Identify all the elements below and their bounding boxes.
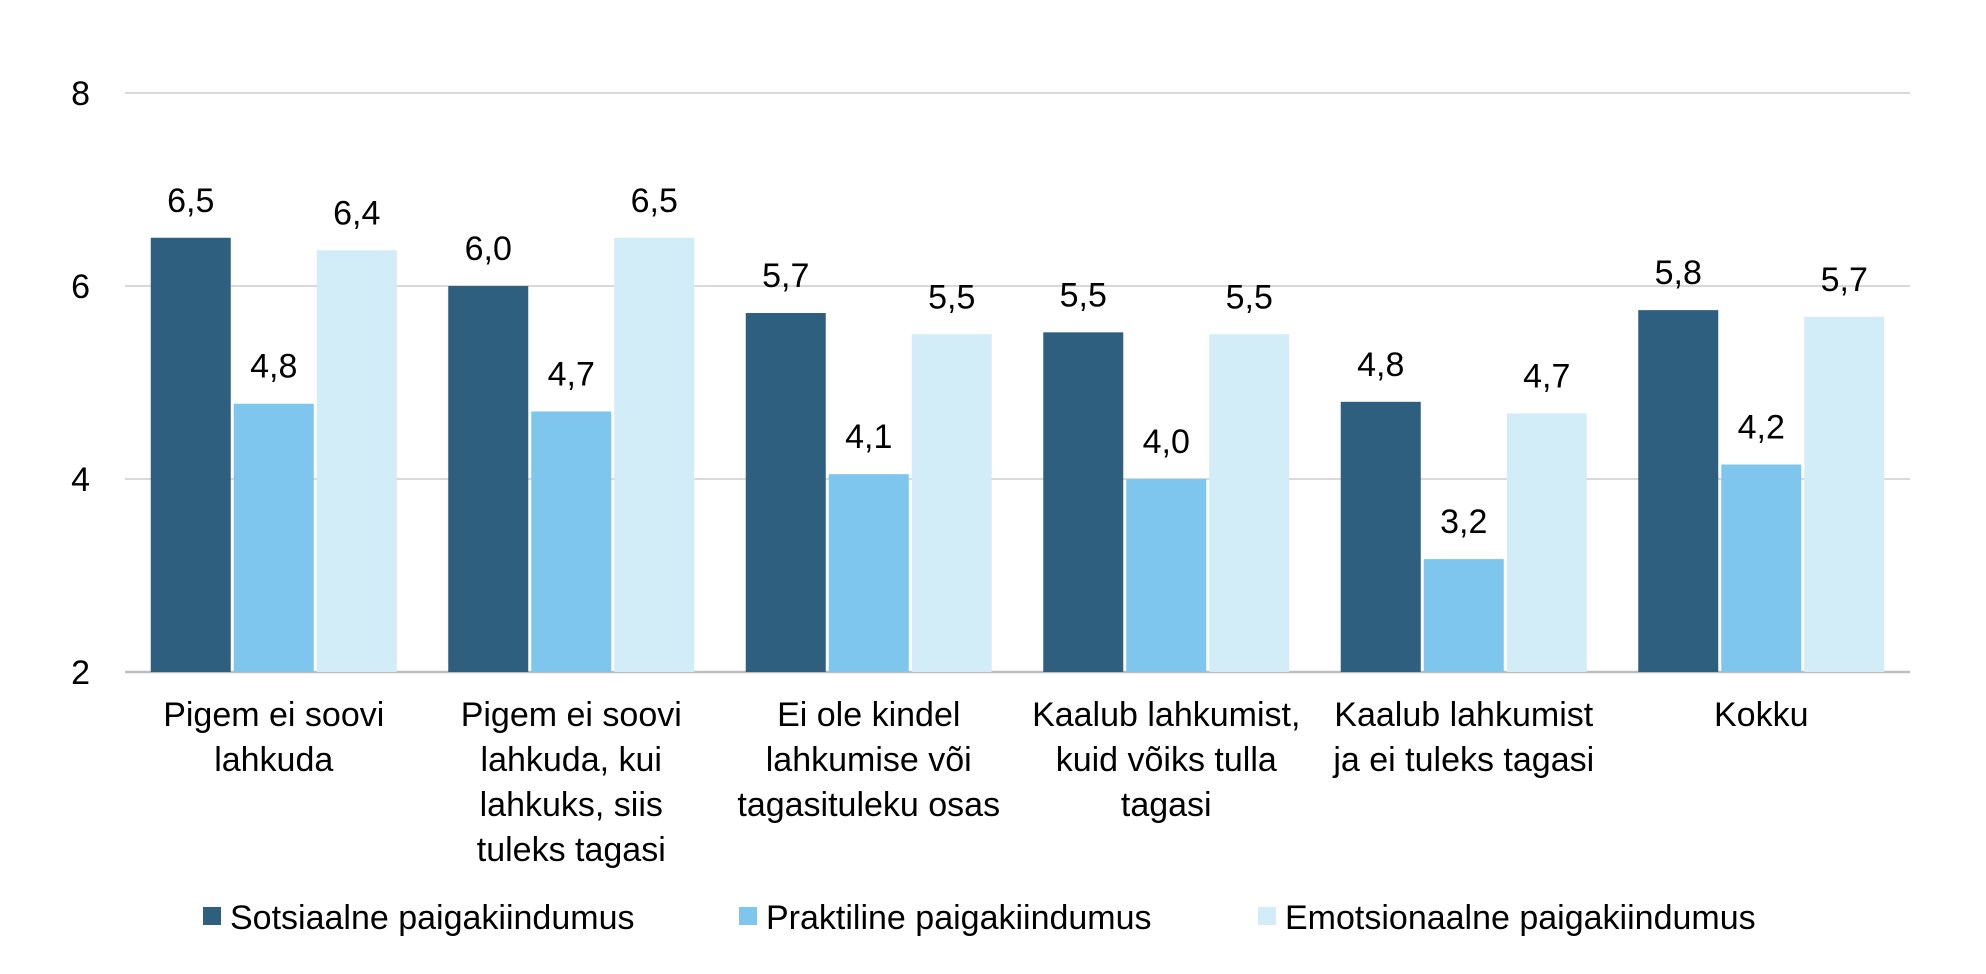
bar-5-1 bbox=[1340, 401, 1421, 672]
legend-swatch bbox=[1258, 907, 1276, 925]
y-tick-label: 4 bbox=[71, 461, 90, 499]
data-label: 5,7 bbox=[762, 257, 809, 295]
data-label: 3,2 bbox=[1440, 503, 1487, 541]
legend-item-1: Sotsiaalne paigakiindumus bbox=[203, 899, 634, 937]
bars bbox=[150, 237, 1885, 673]
y-tick-label: 6 bbox=[71, 268, 90, 306]
category-label: Ei ole kindel lahkumise või tagasituleku o… bbox=[737, 696, 1000, 824]
bar-4-3 bbox=[1209, 334, 1290, 672]
gridlines bbox=[125, 92, 1910, 674]
bar-1-3 bbox=[316, 250, 397, 673]
data-label: 6,5 bbox=[631, 182, 678, 220]
data-label: 4,8 bbox=[1357, 346, 1404, 384]
data-label: 6,4 bbox=[333, 194, 380, 232]
data-label: 5,5 bbox=[1226, 278, 1273, 316]
category-label: Pigem ei soovi lahkuda bbox=[163, 696, 384, 779]
data-label: 5,5 bbox=[928, 278, 975, 316]
bar-2-2 bbox=[531, 411, 612, 672]
bar-4-1 bbox=[1043, 332, 1124, 672]
data-labels: 6,5 4,8 6,4 6,0 4,7 6,5 5,7 4,1 5,5 5,5 4,0 5,5 4,8 3… bbox=[167, 182, 1868, 541]
legend-item-2: Praktiline paigakiindumus bbox=[739, 899, 1152, 937]
category-label: Kaalub lahkumist ja ei tuleks tagasi bbox=[1332, 696, 1594, 779]
category-label: Pigem ei soovi lahkuda, kui lahkuks, siis t… bbox=[461, 696, 682, 869]
legend-label: Emotsionaalne paigakiindumus bbox=[1285, 899, 1756, 937]
legend-label: Praktiline paigakiindumus bbox=[766, 899, 1152, 937]
bar-1-1 bbox=[150, 237, 231, 672]
bar-4-2 bbox=[1126, 479, 1207, 672]
legend: Sotsiaalne paigakiindumus Praktiline paig… bbox=[203, 899, 1756, 937]
data-label: 4,0 bbox=[1143, 423, 1190, 461]
y-tick-label: 8 bbox=[71, 75, 90, 113]
category-label: Kaalub lahkumist, kuid võiks tulla tagasi bbox=[1032, 696, 1300, 824]
data-label: 5,7 bbox=[1821, 261, 1868, 299]
bar-6-3 bbox=[1804, 316, 1885, 672]
legend-swatch bbox=[739, 907, 757, 925]
data-label: 4,8 bbox=[250, 348, 297, 386]
bar-3-1 bbox=[745, 313, 826, 672]
y-tick-label: 2 bbox=[71, 654, 90, 692]
bar-3-2 bbox=[828, 474, 909, 672]
bar-3-3 bbox=[911, 334, 992, 672]
x-axis-labels: Pigem ei soovi lahkuda Pigem ei soovi lahku… bbox=[163, 696, 1808, 869]
data-label: 6,5 bbox=[167, 182, 214, 220]
data-label: 5,5 bbox=[1060, 276, 1107, 314]
data-label: 4,1 bbox=[845, 418, 892, 456]
legend-label: Sotsiaalne paigakiindumus bbox=[230, 899, 634, 937]
data-label: 4,7 bbox=[1523, 357, 1570, 395]
legend-item-3: Emotsionaalne paigakiindumus bbox=[1258, 899, 1756, 937]
bar-6-1 bbox=[1638, 310, 1719, 672]
data-label: 5,8 bbox=[1655, 254, 1702, 292]
data-label: 4,7 bbox=[548, 355, 595, 393]
bar-5-3 bbox=[1506, 413, 1587, 672]
bar-2-3 bbox=[614, 237, 695, 672]
bar-2-1 bbox=[448, 286, 529, 672]
bar-5-2 bbox=[1423, 559, 1504, 672]
y-axis-ticks: 2 4 6 8 bbox=[71, 75, 90, 692]
data-label: 6,0 bbox=[465, 230, 512, 268]
bar-6-2 bbox=[1721, 464, 1802, 672]
legend-swatch bbox=[203, 907, 221, 925]
category-label: Kokku bbox=[1714, 696, 1809, 734]
bar-1-2 bbox=[233, 403, 314, 672]
data-label: 4,2 bbox=[1738, 409, 1785, 447]
